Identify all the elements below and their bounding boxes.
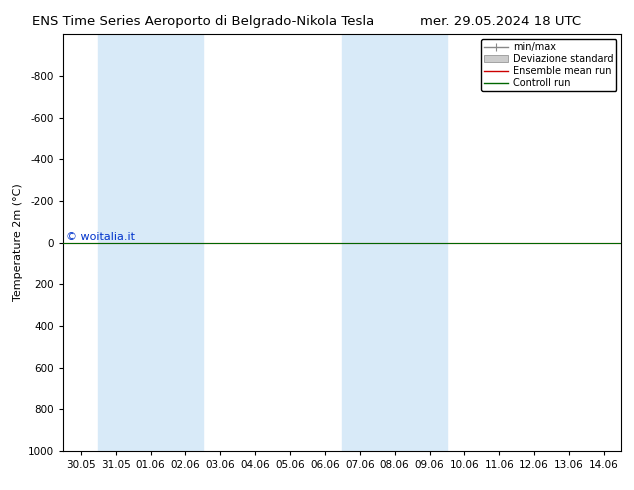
Bar: [98, 34, 203, 451]
Legend: min/max, Deviazione standard, Ensemble mean run, Controll run: min/max, Deviazione standard, Ensemble m…: [481, 39, 616, 91]
Text: © woitalia.it: © woitalia.it: [66, 232, 135, 242]
Bar: [342, 34, 447, 451]
Text: ENS Time Series Aeroporto di Belgrado-Nikola Tesla: ENS Time Series Aeroporto di Belgrado-Ni…: [32, 15, 374, 28]
Text: mer. 29.05.2024 18 UTC: mer. 29.05.2024 18 UTC: [420, 15, 581, 28]
Y-axis label: Temperature 2m (°C): Temperature 2m (°C): [13, 184, 23, 301]
